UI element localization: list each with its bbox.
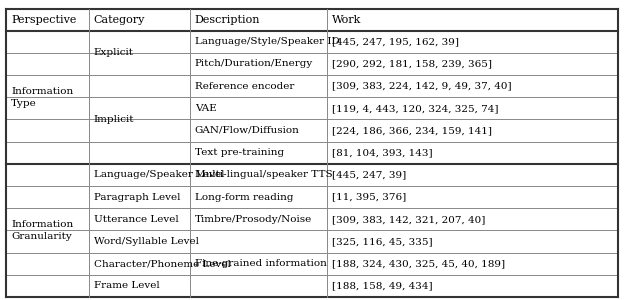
Text: Description: Description bbox=[195, 15, 260, 25]
Text: Reference encoder: Reference encoder bbox=[195, 82, 294, 91]
Text: [445, 247, 195, 162, 39]: [445, 247, 195, 162, 39] bbox=[333, 37, 459, 46]
Text: [325, 116, 45, 335]: [325, 116, 45, 335] bbox=[333, 237, 433, 246]
Text: [290, 292, 181, 158, 239, 365]: [290, 292, 181, 158, 239, 365] bbox=[333, 59, 492, 68]
Text: Information
Granularity: Information Granularity bbox=[11, 220, 74, 241]
Text: VAE: VAE bbox=[195, 104, 217, 113]
Text: [119, 4, 443, 120, 324, 325, 74]: [119, 4, 443, 120, 324, 325, 74] bbox=[333, 104, 499, 113]
Text: Long-form reading: Long-form reading bbox=[195, 193, 293, 202]
Text: Paragraph Level: Paragraph Level bbox=[94, 193, 180, 202]
Text: [11, 395, 376]: [11, 395, 376] bbox=[333, 193, 406, 202]
Text: Work: Work bbox=[333, 15, 362, 25]
Text: [309, 383, 224, 142, 9, 49, 37, 40]: [309, 383, 224, 142, 9, 49, 37, 40] bbox=[333, 82, 512, 91]
Text: [81, 104, 393, 143]: [81, 104, 393, 143] bbox=[333, 148, 433, 157]
Text: Frame Level: Frame Level bbox=[94, 281, 160, 290]
Text: Timbre/Prosody/Noise: Timbre/Prosody/Noise bbox=[195, 215, 312, 224]
Text: GAN/Flow/Diffusion: GAN/Flow/Diffusion bbox=[195, 126, 300, 135]
Text: Character/Phoneme Level: Character/Phoneme Level bbox=[94, 259, 231, 268]
Text: Multi-lingual/speaker TTS: Multi-lingual/speaker TTS bbox=[195, 170, 333, 179]
Text: Word/Syllable Level: Word/Syllable Level bbox=[94, 237, 199, 246]
Text: Text pre-training: Text pre-training bbox=[195, 148, 284, 157]
Text: Perspective: Perspective bbox=[11, 15, 77, 25]
Text: Category: Category bbox=[94, 15, 145, 25]
Text: [445, 247, 39]: [445, 247, 39] bbox=[333, 170, 406, 179]
Text: Language/Speaker Level: Language/Speaker Level bbox=[94, 170, 224, 179]
Text: Utterance Level: Utterance Level bbox=[94, 215, 178, 224]
Text: Fine-grained information: Fine-grained information bbox=[195, 259, 326, 268]
Text: [188, 158, 49, 434]: [188, 158, 49, 434] bbox=[333, 281, 433, 290]
Text: [224, 186, 366, 234, 159, 141]: [224, 186, 366, 234, 159, 141] bbox=[333, 126, 492, 135]
Text: Explicit: Explicit bbox=[94, 48, 134, 57]
Text: Implicit: Implicit bbox=[94, 115, 134, 124]
Text: Pitch/Duration/Energy: Pitch/Duration/Energy bbox=[195, 59, 313, 68]
Text: Language/Style/Speaker ID: Language/Style/Speaker ID bbox=[195, 37, 339, 46]
Text: [188, 324, 430, 325, 45, 40, 189]: [188, 324, 430, 325, 45, 40, 189] bbox=[333, 259, 505, 268]
Text: Information
Type: Information Type bbox=[11, 87, 74, 108]
Text: [309, 383, 142, 321, 207, 40]: [309, 383, 142, 321, 207, 40] bbox=[333, 215, 485, 224]
